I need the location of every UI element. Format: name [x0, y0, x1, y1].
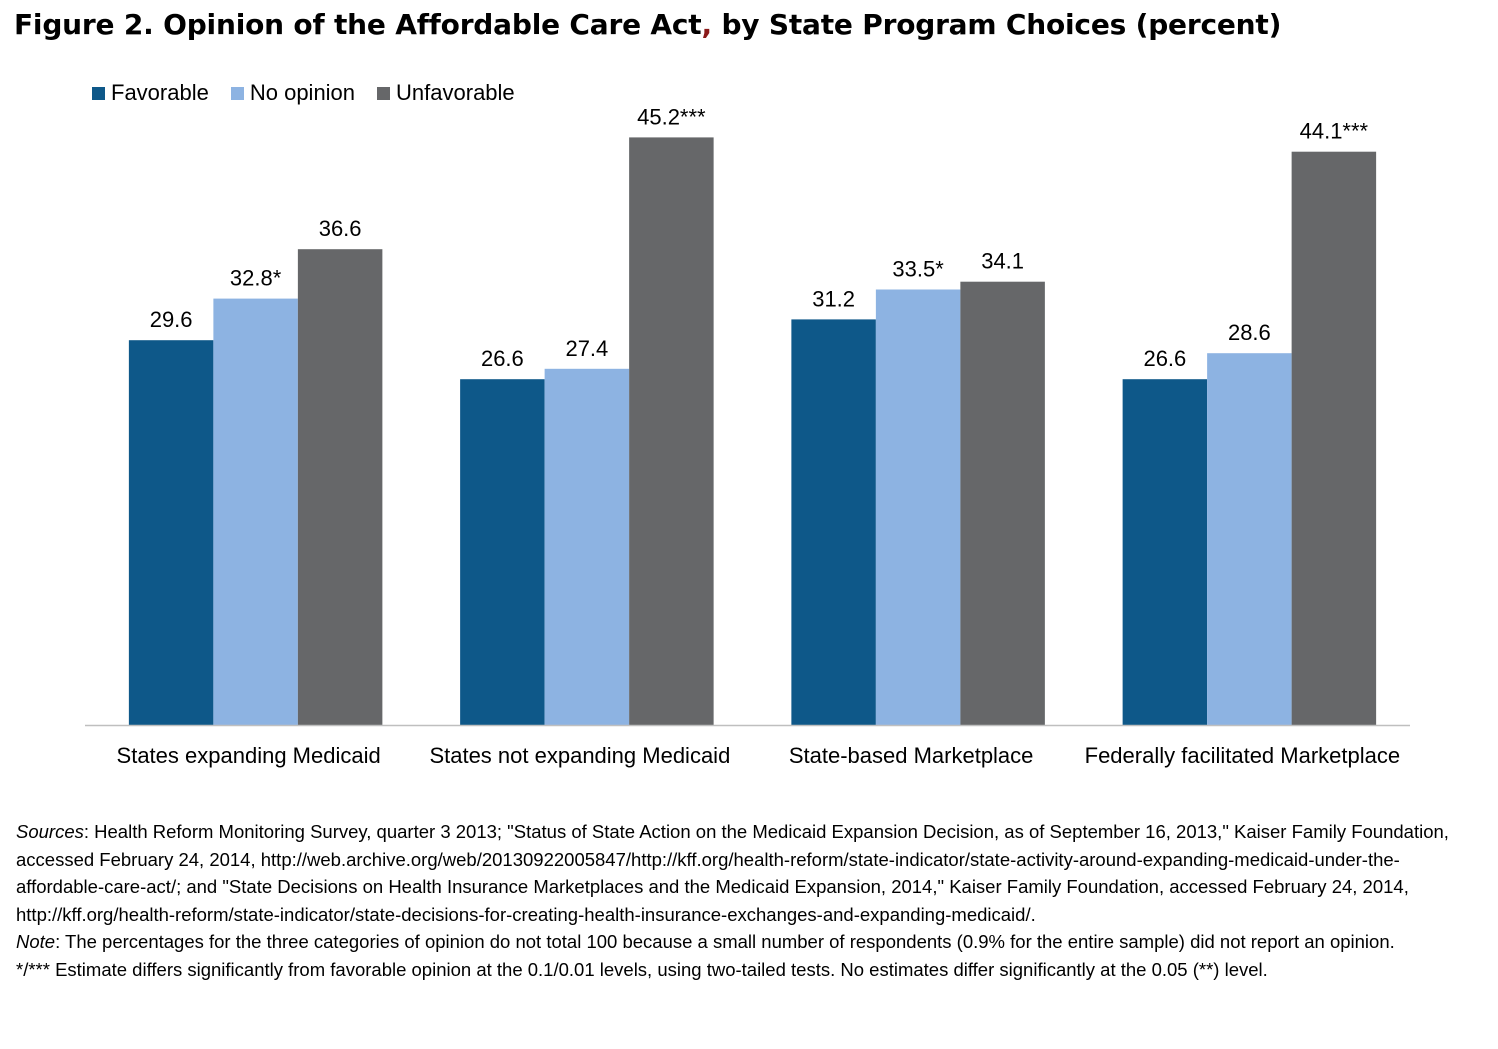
note-text: : The percentages for the three categori… — [55, 931, 1395, 952]
bar-favorable-2 — [460, 379, 545, 725]
sources-label: Sources — [16, 821, 84, 842]
data-label-favorable-2: 26.6 — [481, 346, 524, 371]
title-comma: , — [701, 8, 712, 41]
data-label-unfavorable-3: 34.1 — [981, 249, 1024, 274]
title-main: Figure 2. Opinion of the Affordable Care… — [14, 8, 702, 41]
data-label-no-opinion-3: 33.5* — [892, 257, 944, 282]
bar-unfavorable-4 — [1291, 151, 1377, 725]
category-label-2: States not expanding Medicaid — [429, 743, 730, 768]
category-label-1: States expanding Medicaid — [117, 743, 381, 768]
data-label-favorable-1: 29.6 — [150, 307, 193, 332]
data-label-favorable-3: 31.2 — [812, 286, 855, 311]
bar-unfavorable-2 — [629, 137, 714, 725]
data-label-no-opinion-2: 27.4 — [565, 336, 608, 361]
legend-swatch-favorable — [92, 86, 105, 100]
bar-unfavorable-3 — [960, 281, 1045, 725]
sources-note: Sources: Health Reform Monitoring Survey… — [16, 818, 1486, 928]
significance-note: */*** Estimate differs significantly fro… — [16, 958, 1268, 980]
bar-no-opinion-1 — [213, 298, 298, 725]
bar-unfavorable-1 — [297, 249, 383, 725]
bar-favorable-4 — [1122, 379, 1208, 725]
legend-label-favorable: Favorable — [111, 80, 209, 105]
footnotes: Sources: Health Reform Monitoring Survey… — [16, 818, 1486, 983]
legend-label-unfavorable: Unfavorable — [396, 80, 515, 105]
chart-legend: Favorable No opinion Unfavorable — [92, 80, 515, 106]
bar-favorable-3 — [791, 319, 876, 725]
data-label-unfavorable-4: 44.1*** — [1300, 119, 1369, 144]
legend-label-no-opinion: No opinion — [249, 80, 356, 105]
data-label-unfavorable-2: 45.2*** — [637, 104, 706, 129]
note: Note: The percentages for the three cate… — [16, 928, 1486, 956]
data-label-unfavorable-1: 36.6 — [319, 216, 362, 241]
legend-item-unfavorable: Unfavorable — [377, 80, 515, 106]
title-rest: by State Program Choices (percent) — [711, 8, 1282, 41]
bar-no-opinion-2 — [544, 368, 630, 725]
bar-chart: 29.6 32.8* 36.6 States expanding Medicaid 26… — [85, 104, 1410, 768]
bar-no-opinion-4 — [1207, 353, 1292, 725]
category-label-4: Federally facilitated Marketplace — [1085, 743, 1400, 768]
data-label-no-opinion-1: 32.8* — [230, 266, 282, 291]
category-label-3: State-based Marketplace — [789, 743, 1034, 768]
data-label-no-opinion-4: 28.6 — [1228, 320, 1271, 345]
data-label-favorable-4: 26.6 — [1143, 346, 1186, 371]
note-label: Note — [16, 931, 56, 952]
bar-favorable-1 — [128, 340, 214, 725]
legend-item-no-opinion: No opinion — [230, 80, 356, 106]
legend-swatch-unfavorable — [377, 86, 391, 100]
chart-title: Figure 2. Opinion of the Affordable Care… — [14, 8, 1281, 41]
legend-item-favorable: Favorable — [92, 80, 209, 106]
bar-no-opinion-3 — [875, 289, 961, 725]
sources-text: : Health Reform Monitoring Survey, quart… — [16, 821, 1449, 925]
legend-swatch-no-opinion — [230, 86, 244, 100]
